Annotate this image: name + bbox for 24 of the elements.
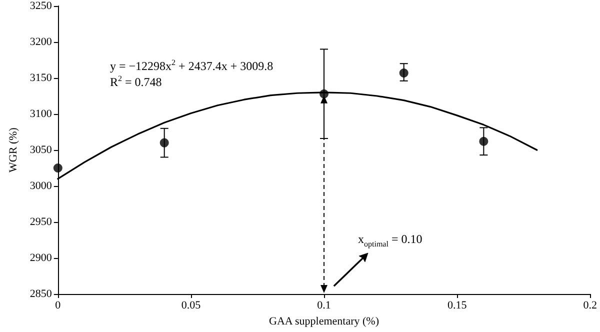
y-tick-label: 2900 (30, 252, 52, 264)
x-axis-title: GAA supplementary (%) (269, 316, 380, 328)
x-tick-label: 0 (55, 300, 62, 312)
point (399, 68, 408, 78)
y-tick-label: 2850 (30, 288, 52, 300)
x-tick-label: 0.15 (447, 300, 468, 312)
y-tick-label: 3000 (30, 180, 52, 192)
point (160, 138, 169, 148)
point (479, 136, 488, 146)
point (320, 89, 329, 98)
x-tick-label: 0.1 (317, 300, 331, 312)
x-tick-label: 0.05 (181, 300, 202, 312)
annotation: R$^{2}$ = 0.748 (110, 74, 162, 90)
y-tick-label: 3150 (30, 72, 52, 84)
point (53, 164, 62, 172)
y-tick-label: 3050 (30, 144, 52, 156)
y-tick-label: 3100 (30, 108, 52, 120)
annotation: x$_{optimal}$ = 0.10 (358, 232, 422, 248)
y-axis-title: WGR (%) (8, 127, 20, 172)
x-tick-label: 0.2 (583, 300, 597, 312)
annotation: y = −12298x$^{2}$ + 2437.4x + 3009.8 (110, 58, 274, 74)
y-tick-label: 3200 (30, 36, 52, 48)
y-tick-label: 2950 (30, 216, 52, 228)
y-tick-label: 3250 (30, 0, 52, 12)
